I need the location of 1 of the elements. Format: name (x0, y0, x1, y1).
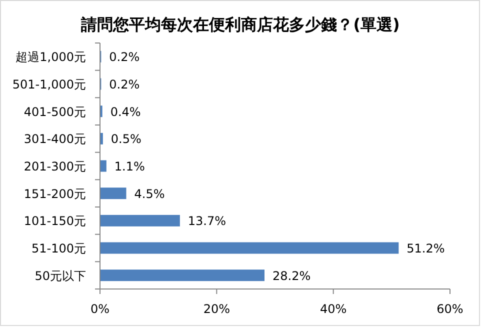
title: 請問您平均每次在便利商店花多少錢？(單選) (81, 15, 400, 34)
